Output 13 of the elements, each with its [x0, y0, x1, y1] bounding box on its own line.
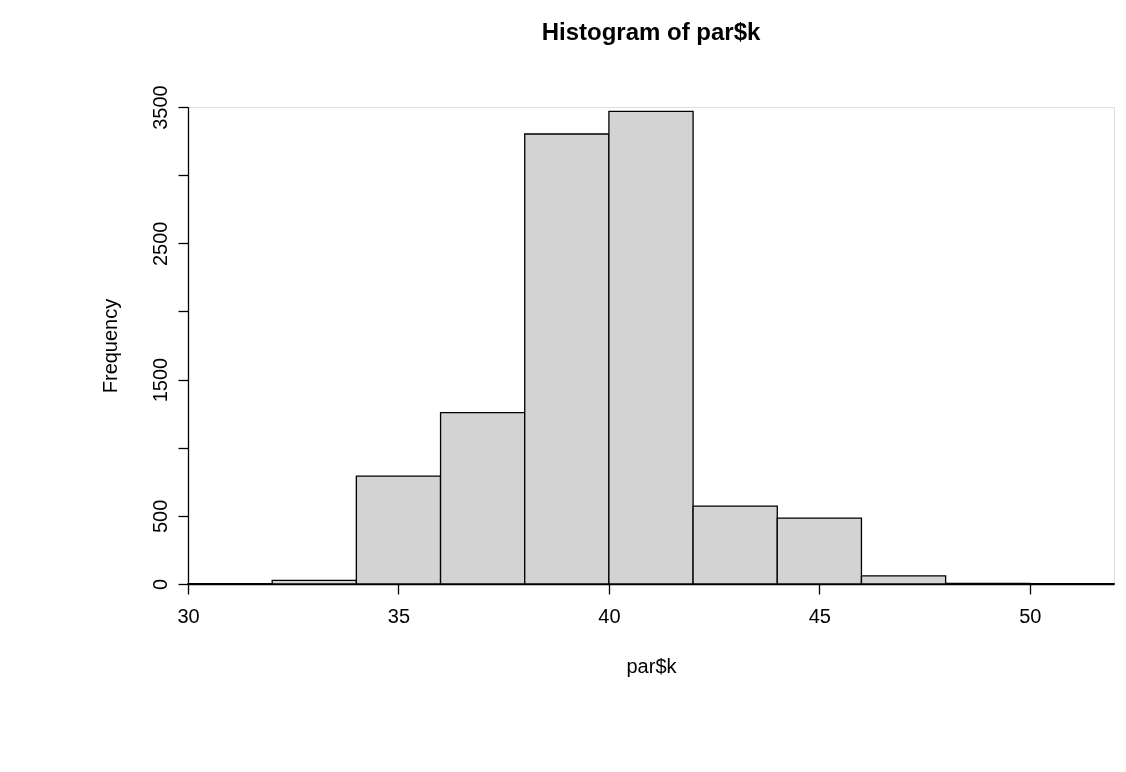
y-tick-label: 3500: [148, 85, 171, 130]
y-tick-label: 1500: [148, 357, 171, 403]
y-tick-label: 500: [148, 499, 171, 534]
y-axis-title: Frequency: [98, 298, 121, 394]
x-tick-label: 30: [177, 604, 200, 627]
y-tick-label: 2500: [148, 221, 171, 267]
x-tick-label: 40: [598, 604, 621, 627]
x-axis-title: par$k: [626, 654, 678, 677]
x-tick-label: 45: [808, 604, 831, 627]
chart-title: Histogram of par$k: [541, 17, 762, 45]
x-tick-label: 50: [1019, 604, 1042, 627]
x-tick-label: 35: [387, 604, 411, 627]
y-tick-label: 0: [148, 578, 171, 591]
